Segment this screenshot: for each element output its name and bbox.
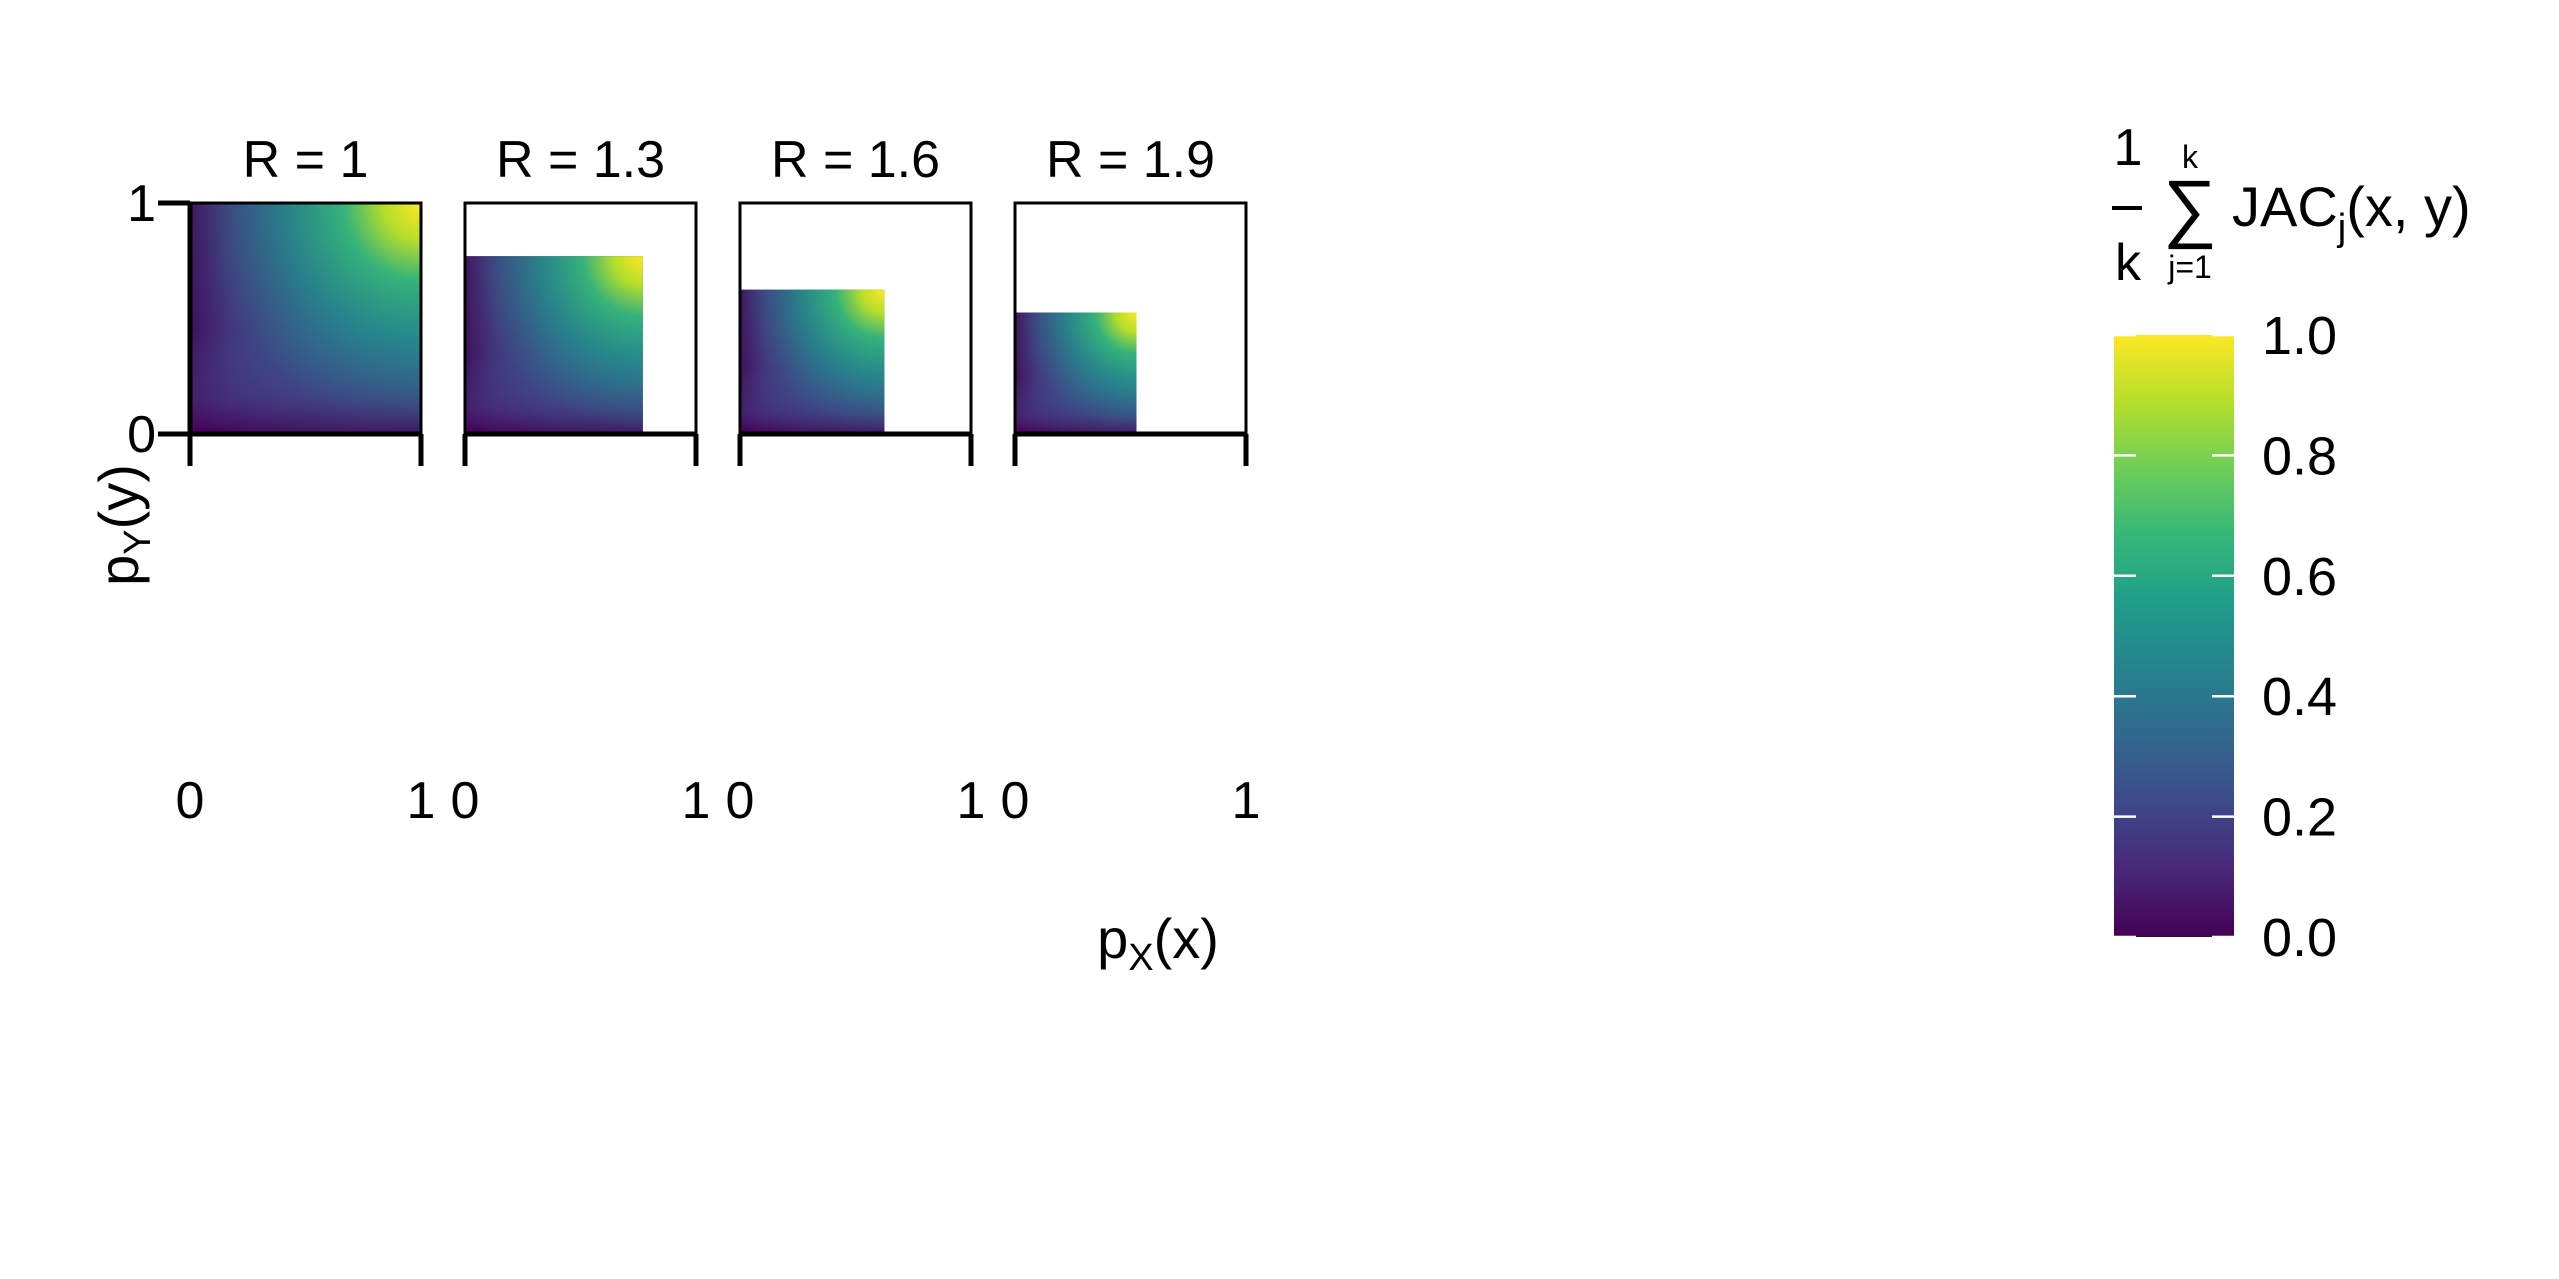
x-tick-label: 1 [682,772,711,830]
colorbar-title-term: JACj(x, y) [2232,175,2471,249]
y-tick-label: 1 [127,175,156,233]
colorbar-gradient [2114,335,2234,937]
svg-text:pX(x): pX(x) [1097,907,1219,979]
y-axis-title-sub: Y [117,529,159,554]
colorbar-title-sum-symbol: ∑ [2163,165,2217,250]
x-tick-label: 1 [407,772,436,830]
x-tick-label: 1 [957,772,986,830]
colorbar-tick-label: 0.4 [2262,667,2337,727]
x-axis-title-rest: (x) [1154,907,1219,970]
colorbar-tick-label: 1.0 [2262,306,2337,366]
y-axis-title-base: p [87,555,150,586]
colorbar: 1 k k ∑ j=1 JACj(x, y) 0.0 0.2 0.4 0.6 0.8 1.… [2112,119,2471,968]
x-tick-label: 0 [176,772,205,830]
panel-title: R = 1.3 [496,131,665,189]
x-tick-label: 1 [1232,772,1261,830]
panel-4: R = 1.9 0 1 [1001,131,1261,830]
panel-title: R = 1.9 [1046,131,1215,189]
x-axis-title-base: p [1097,907,1128,970]
y-axis-title: pY(y) [87,464,159,586]
heatmap-corner-glow [190,203,421,434]
colorbar-tick-label: 0.0 [2262,908,2337,968]
panel-3: R = 1.6 0 1 [726,131,986,830]
colorbar-tick-label: 0.6 [2262,547,2337,607]
y-tick-label: 0 [127,406,156,464]
x-tick-label: 0 [451,772,480,830]
colorbar-title: 1 k k ∑ j=1 JACj(x, y) [2112,119,2471,292]
x-tick-label: 0 [1001,772,1030,830]
panel-title: R = 1 [243,131,369,189]
colorbar-title-term-sub: j [2337,207,2346,249]
colorbar-tick-label: 0.8 [2262,426,2337,486]
colorbar-title-args: (x, y) [2346,175,2470,238]
panel-2: R = 1.3 0 1 [451,131,711,830]
colorbar-title-sum-lower: j=1 [2167,249,2212,285]
heatmap-corner-glow [465,256,643,434]
panel-1: R = 1 0 1 0 1 [127,131,435,830]
x-axis-title: pX(x) [1097,907,1219,979]
colorbar-title-denominator: k [2115,234,2142,292]
colorbar-tick-label: 0.2 [2262,788,2337,848]
colorbar-ticks: 0.0 0.2 0.4 0.6 0.8 1.0 [2114,306,2337,968]
x-axis-title-sub: X [1128,937,1153,979]
svg-text:pY(y): pY(y) [87,464,159,586]
panel-title: R = 1.6 [771,131,940,189]
x-tick-label: 0 [726,772,755,830]
colorbar-title-term-base: JAC [2232,175,2338,238]
heatmap-corner-glow [740,289,885,434]
colorbar-title-sum-upper: k [2182,139,2199,175]
colorbar-title-numerator: 1 [2114,119,2143,177]
y-axis-title-rest: (y) [87,464,150,529]
heatmap-corner-glow [1015,312,1137,434]
